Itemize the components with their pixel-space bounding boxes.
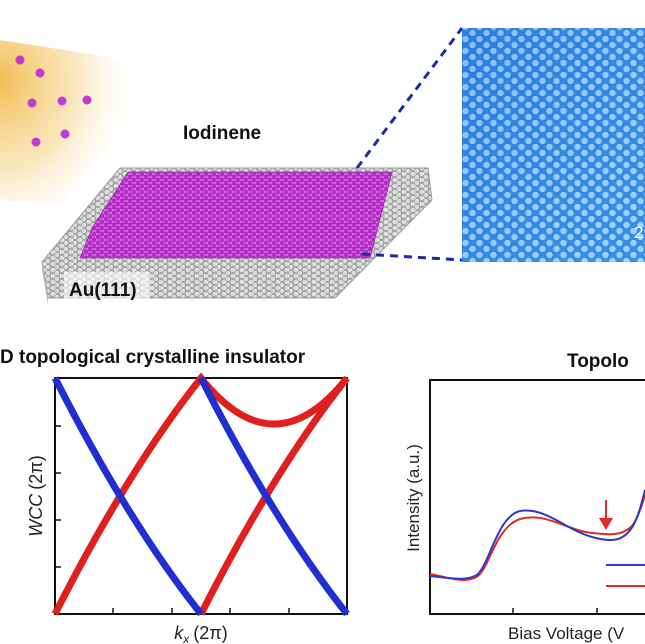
wcc-x-ticks [112, 608, 290, 614]
wcc-y-axis-label: WCC (2π) [26, 455, 46, 536]
material-label: Iodinene [183, 123, 261, 144]
stm-scale-label: 2 [634, 223, 643, 242]
zoom-dash-lower [361, 252, 463, 262]
wcc-xlabel-sub: x [182, 632, 190, 644]
spectrum-frame [429, 379, 645, 615]
spectrum-plot [429, 379, 645, 615]
iodine-atoms-in-beam [15, 55, 92, 147]
stm-image: 2 [462, 28, 645, 262]
spectrum-y-axis-label: Intensity (a.u.) [404, 444, 423, 552]
wcc-xlabel-var: k [174, 623, 184, 643]
substrate-label: Au(111) [69, 280, 137, 301]
deposition-schematic [0, 40, 140, 205]
wcc-y-ticks [55, 425, 61, 568]
zoom-dash-upper [355, 27, 464, 169]
svg-text:WCC(2π): WCC (2π) [26, 455, 46, 536]
wcc-x-axis-label: kx (2π) [174, 623, 227, 644]
spectrum-red-curve [429, 494, 645, 581]
spectrum-arrow [599, 500, 613, 530]
deposition-beam [0, 40, 140, 205]
wcc-red-curve-2 [197, 375, 350, 616]
spectrum-x-ticks [512, 608, 598, 614]
wcc-red-curve [51, 372, 350, 616]
wcc-blue-curve [51, 376, 204, 617]
wcc-ylabel-unit: (2π) [26, 455, 46, 489]
spectrum-x-axis-label: Bias Voltage (V [508, 624, 625, 643]
right-panel-title: Topolo [567, 351, 629, 372]
wcc-xlabel-unit: (2π) [193, 623, 227, 643]
iodinene-layer [79, 171, 393, 259]
left-panel-title: D topological crystalline insulator [0, 347, 306, 368]
substrate-label-bg [64, 272, 150, 302]
spectrum-blue-curve [429, 489, 645, 580]
wcc-plot [51, 372, 350, 617]
wcc-ylabel-main: WCC [26, 493, 46, 537]
wcc-blue-curve-2 [197, 376, 350, 617]
